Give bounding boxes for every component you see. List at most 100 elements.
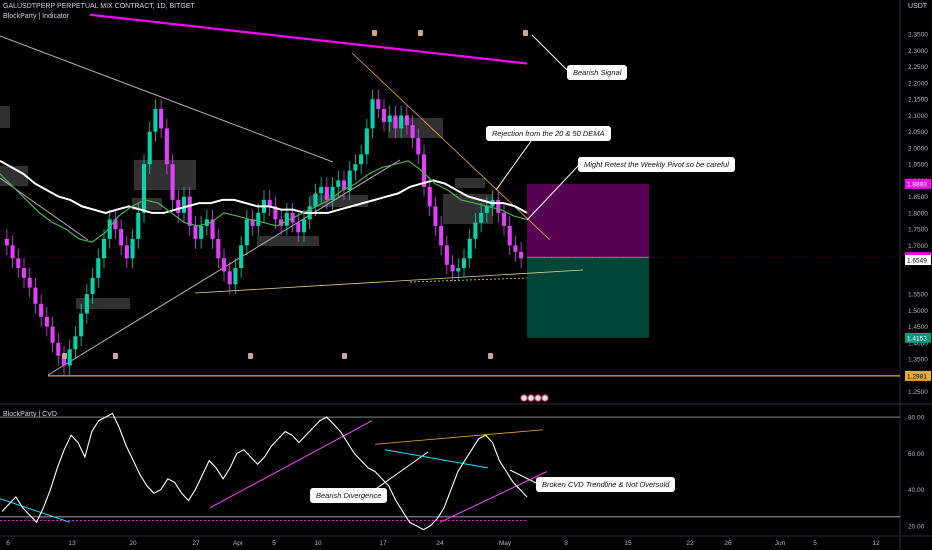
- candle-body: [456, 268, 461, 272]
- candle-body: [267, 199, 272, 207]
- candle-body: [61, 355, 67, 366]
- time-tick-label: 5: [813, 540, 817, 547]
- candle-body: [136, 212, 141, 239]
- support-price-tag: 1.6549: [907, 257, 927, 264]
- candle-body: [364, 128, 369, 155]
- rejection-callout[interactable]: Rejection from the 20 & 50 DEMA: [486, 126, 611, 141]
- candle-body: [301, 219, 307, 233]
- candle-body: [279, 219, 284, 226]
- candle-body: [73, 336, 78, 350]
- time-tick-label: 10: [314, 540, 322, 547]
- candle-body: [10, 245, 15, 259]
- candle-body: [393, 115, 398, 129]
- price-tick-label: 1.2500: [908, 389, 928, 396]
- pivot-price-tag-bg: [905, 370, 931, 381]
- price-tick-label: 2.0000: [908, 145, 928, 152]
- signal-icons: [62, 30, 549, 402]
- signal-icon: [372, 30, 377, 36]
- price-tick-label: 2.2000: [908, 80, 928, 87]
- candle-body: [461, 258, 467, 269]
- candle-body: [507, 225, 512, 246]
- candle-body: [347, 170, 352, 191]
- candle-series: [4, 89, 524, 376]
- candle-body: [404, 115, 409, 126]
- bearish-signal-pointer: [531, 34, 568, 71]
- bearish-divergence-callout[interactable]: Bearish Divergence: [310, 488, 388, 503]
- candle-body: [416, 138, 421, 155]
- cvd-line: [1, 412, 528, 531]
- candle-body: [256, 212, 261, 226]
- magenta-ma-line: [89, 13, 528, 65]
- candle-body: [341, 180, 347, 191]
- candle-body: [84, 294, 89, 314]
- candle-body: [376, 99, 381, 109]
- candle-body: [56, 342, 61, 356]
- time-tick-label: 20: [129, 540, 137, 547]
- pivot-price-tag: 1.2981: [907, 373, 927, 380]
- moving-averages: [0, 13, 528, 243]
- candle-body: [153, 108, 158, 132]
- candle-body: [421, 154, 427, 187]
- candle-body: [359, 154, 364, 165]
- event-icon: [520, 394, 528, 402]
- broken-cvd-callout[interactable]: Broken CVD Trendline & Not Oversold: [536, 477, 676, 492]
- price-tick-label: 1.4000: [908, 340, 928, 347]
- candle-body: [410, 125, 415, 139]
- candle-body: [353, 164, 358, 171]
- candle-body: [107, 219, 112, 239]
- price-tick-label: 1.5500: [908, 292, 928, 299]
- order-block: [0, 106, 10, 128]
- cvd-pane-label: BlockParty | CVD: [3, 411, 57, 418]
- candle-body: [113, 219, 118, 230]
- candle-body: [204, 219, 209, 226]
- price-tick-label: 1.7000: [908, 243, 928, 250]
- price-tick-label: 1.3500: [908, 357, 928, 364]
- cvd-uptrend-pink: [209, 420, 373, 509]
- candle-body: [147, 131, 152, 165]
- support-line: [194, 269, 584, 294]
- rejection-pointer: [495, 136, 535, 191]
- candle-body: [50, 326, 55, 343]
- cvd-tick-label: 60.00: [908, 451, 925, 458]
- candle-body: [239, 245, 244, 269]
- candle-body: [176, 199, 181, 213]
- currency-label: USDT: [908, 3, 928, 10]
- candle-body: [221, 258, 227, 272]
- candle-body: [336, 180, 341, 187]
- green-ma-line: [0, 160, 528, 243]
- target-price-tag-bg: [905, 332, 931, 343]
- price-tick-label: 2.0500: [908, 129, 928, 136]
- event-icon: [541, 394, 549, 402]
- time-tick-label: Jun: [775, 540, 786, 547]
- candle-body: [199, 225, 204, 239]
- candle-body: [467, 238, 472, 259]
- white-ma-line: [0, 160, 528, 214]
- divergence-pointer: [369, 451, 429, 494]
- candle-body: [479, 212, 484, 223]
- cvd-pane: [0, 412, 900, 531]
- cvd-orange-line: [374, 429, 544, 445]
- candle-body: [130, 238, 135, 259]
- event-icon: [534, 394, 542, 402]
- candle-body: [519, 251, 524, 259]
- bearish-signal-callout[interactable]: Bearish Signal: [567, 65, 628, 80]
- cvd-trend-cyan-2: [384, 449, 489, 469]
- downtrend-line: [0, 35, 334, 163]
- price-axis[interactable]: 2.3500 2.3000 2.2500 2.2000 2.1500 2.1000 2.05…: [908, 32, 928, 531]
- candle-body: [433, 206, 438, 226]
- cvd-uptrend-pink-2: [439, 471, 548, 523]
- price-tick-label: 1.5000: [908, 308, 928, 315]
- position-zones[interactable]: [527, 183, 649, 338]
- symbol-title: GALUSDTPERP PERPETUAL MIX CONTRACT, 1D, …: [3, 3, 195, 10]
- candle-body: [273, 206, 278, 220]
- signal-icon: [488, 353, 493, 359]
- signal-icon: [523, 30, 528, 36]
- time-tick-label: 5: [272, 540, 276, 547]
- retest-callout[interactable]: Might Retest the Weekly Pivot so be care…: [578, 157, 735, 172]
- time-axis[interactable]: 6 13 20 27 Apr 5 10 17 24 May 8 15 22 26 Jun 5 12: [6, 540, 880, 547]
- candle-body: [67, 349, 72, 366]
- candle-body: [96, 258, 101, 278]
- order-block: [455, 178, 485, 188]
